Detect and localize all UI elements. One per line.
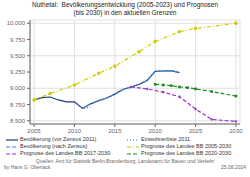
svg-text:2015: 2015 [108, 128, 122, 134]
html-text:Bevölkerung (nach Zensus): Bevölkerung (nach Zensus) [20, 143, 88, 149]
html-text:Prognose des Landes BB 2017-20: Prognose des Landes BB 2017-2030 [20, 150, 111, 156]
html-text:Nuthetal: Bevölkerungsentwickl: Nuthetal: Bevölkerungsentwicklung (2005-… [32, 1, 218, 16]
html-text:Prognose des Landes BB 2020-20: Prognose des Landes BB 2020-2030 [141, 150, 232, 156]
svg-text:2005: 2005 [27, 128, 41, 134]
svg-text:8.750: 8.750 [10, 102, 26, 108]
svg-text:8.500: 8.500 [10, 118, 26, 124]
svg-text:9.000: 9.000 [10, 85, 26, 91]
html-text:25.08.2024: 25.08.2024 [221, 164, 246, 170]
svg-text:9.500: 9.500 [10, 53, 26, 59]
html-text:by Hans G. Oberlack: by Hans G. Oberlack [4, 164, 51, 170]
html-text:Einwohnerliste 2011: Einwohnerliste 2011 [141, 136, 191, 142]
svg-text:2020: 2020 [149, 128, 163, 134]
svg-text:2030: 2030 [229, 128, 242, 134]
svg-text:2010: 2010 [68, 128, 82, 134]
html-text:Bevölkerung (vor Zensus 2011): Bevölkerung (vor Zensus 2011) [20, 136, 97, 142]
svg-text:9.250: 9.250 [10, 69, 26, 75]
svg-text:9.750: 9.750 [10, 37, 26, 43]
html-text:Prognose des Landes BB 2005-20: Prognose des Landes BB 2005-2030 [141, 143, 232, 149]
svg-text:2025: 2025 [189, 128, 203, 134]
svg-text:10.000: 10.000 [8, 20, 26, 26]
html-text:Quellen: Amt für Statistik Ber: Quellen: Amt für Statistik Berlin-Brande… [35, 158, 215, 164]
